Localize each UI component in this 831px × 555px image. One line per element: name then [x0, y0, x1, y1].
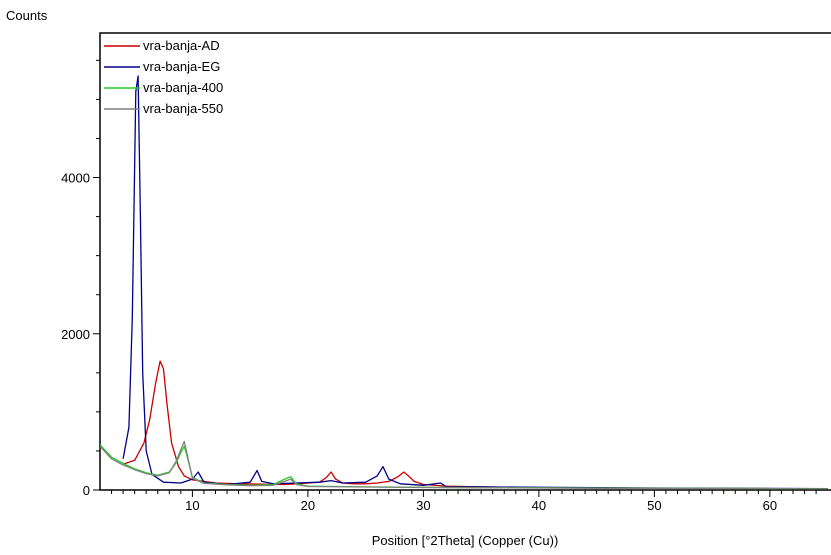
y-tick-label: 2000 — [61, 327, 90, 342]
legend-label-1: vra-banja-EG — [143, 59, 220, 74]
y-tick-label: 4000 — [61, 171, 90, 186]
series-line-1 — [122, 75, 828, 490]
x-tick-label: 50 — [647, 498, 661, 513]
x-tick-label: 10 — [185, 498, 199, 513]
x-tick-label: 20 — [301, 498, 315, 513]
x-tick-label: 60 — [763, 498, 777, 513]
y-tick-label: 0 — [83, 483, 90, 498]
series-line-3 — [100, 440, 828, 490]
x-tick-label: 40 — [532, 498, 546, 513]
x-tick-label: 30 — [416, 498, 430, 513]
legend-label-2: vra-banja-400 — [143, 80, 223, 95]
legend-label-0: vra-banja-AD — [143, 38, 220, 53]
plot-frame — [99, 32, 831, 491]
legend-label-3: vra-banja-550 — [143, 101, 223, 116]
y-axis-title: Counts — [6, 8, 48, 23]
series-line-0 — [122, 360, 828, 490]
x-axis-title: Position [°2Theta] (Copper (Cu)) — [372, 533, 559, 548]
